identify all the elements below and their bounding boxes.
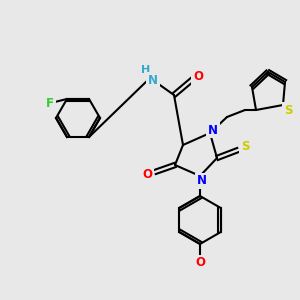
Text: H: H	[141, 65, 151, 75]
Text: S: S	[241, 140, 249, 154]
Text: N: N	[208, 124, 218, 136]
Text: O: O	[193, 70, 203, 83]
Text: F: F	[46, 98, 54, 110]
Text: O: O	[195, 256, 205, 269]
Text: O: O	[142, 167, 152, 181]
Text: N: N	[197, 175, 207, 188]
Text: N: N	[148, 74, 158, 86]
Text: S: S	[284, 103, 292, 116]
